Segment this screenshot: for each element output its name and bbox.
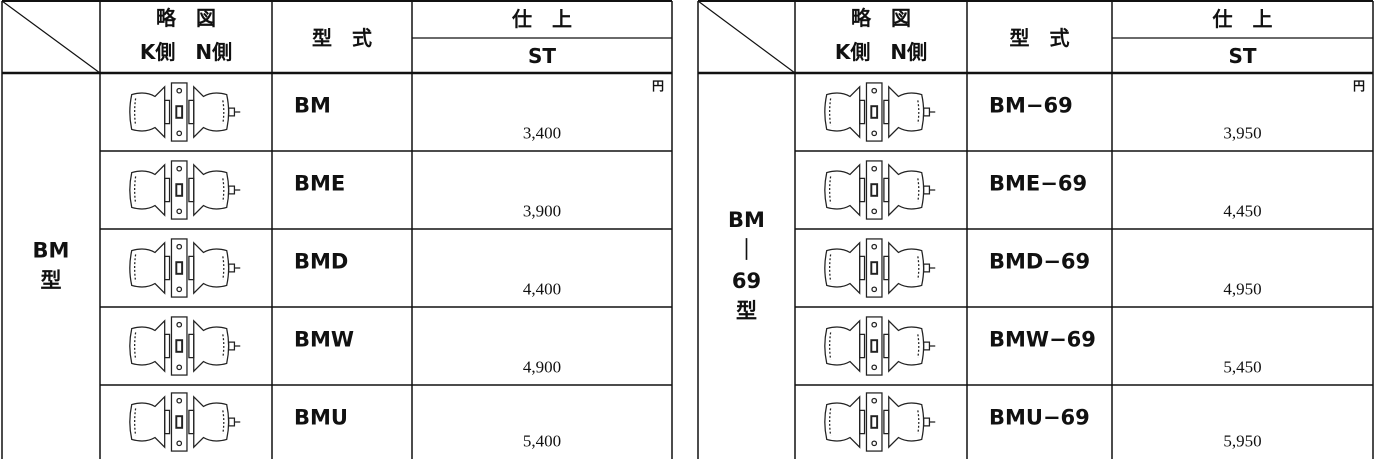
header-model: 型 式 (1009, 26, 1070, 50)
price: 3,950 (1223, 123, 1262, 143)
model-name: BME−69 (989, 171, 1088, 196)
price: 3,400 (522, 123, 562, 143)
header-diagram: 略 図 (851, 6, 911, 30)
header-diagram-sides: K側 N側 (139, 40, 233, 64)
category-line: ｜ (736, 238, 757, 263)
category-label: BM 型 (33, 236, 70, 297)
lock-diagram (823, 391, 937, 453)
lock-diagram (823, 159, 937, 221)
table-line (697, 0, 796, 74)
header-finish-type: ST (1228, 44, 1257, 68)
lock-diagram (128, 159, 242, 221)
model-name: BM−69 (989, 93, 1073, 118)
price: 4,400 (522, 279, 562, 299)
lock-diagram (823, 81, 937, 143)
lock-diagram (128, 237, 242, 299)
model-name: BMW (294, 327, 355, 352)
table-line (1, 0, 101, 74)
header-finish-type: ST (527, 44, 557, 68)
model-name: BMD−69 (989, 249, 1091, 274)
lock-diagram (128, 315, 242, 377)
category-line: BM (728, 208, 765, 233)
category-line: 69 (731, 269, 762, 293)
category-line: BM (32, 238, 70, 263)
lock-diagram (128, 391, 242, 453)
model-name: BMU−69 (989, 405, 1090, 430)
lock-diagram (823, 237, 937, 299)
category-line: 型 (736, 299, 757, 324)
price: 5,950 (1223, 431, 1262, 451)
lock-diagram (128, 81, 242, 143)
header-diagram: 略 図 (156, 6, 216, 30)
price: 3,900 (522, 201, 562, 221)
header-finish: 仕 上 (512, 7, 572, 31)
unit-label: 円 (1353, 79, 1366, 93)
price: 4,450 (1223, 201, 1262, 221)
unit-label: 円 (652, 79, 665, 93)
price: 5,400 (522, 431, 562, 451)
header-finish: 仕 上 (1212, 7, 1273, 31)
model-name: BME (294, 171, 346, 196)
price: 5,450 (1223, 357, 1262, 377)
price: 4,950 (1223, 279, 1262, 299)
model-name: BMU (294, 405, 348, 430)
lock-diagram (823, 315, 937, 377)
header-model: 型 式 (312, 26, 372, 50)
category-label: BM ｜ 69 型 (728, 205, 765, 327)
model-name: BM (294, 93, 331, 118)
category-line: 型 (40, 269, 62, 293)
model-name: BMW−69 (989, 327, 1096, 352)
header-diagram-sides: K側 N側 (834, 40, 928, 64)
price: 4,900 (522, 357, 562, 377)
model-name: BMD (294, 249, 349, 274)
